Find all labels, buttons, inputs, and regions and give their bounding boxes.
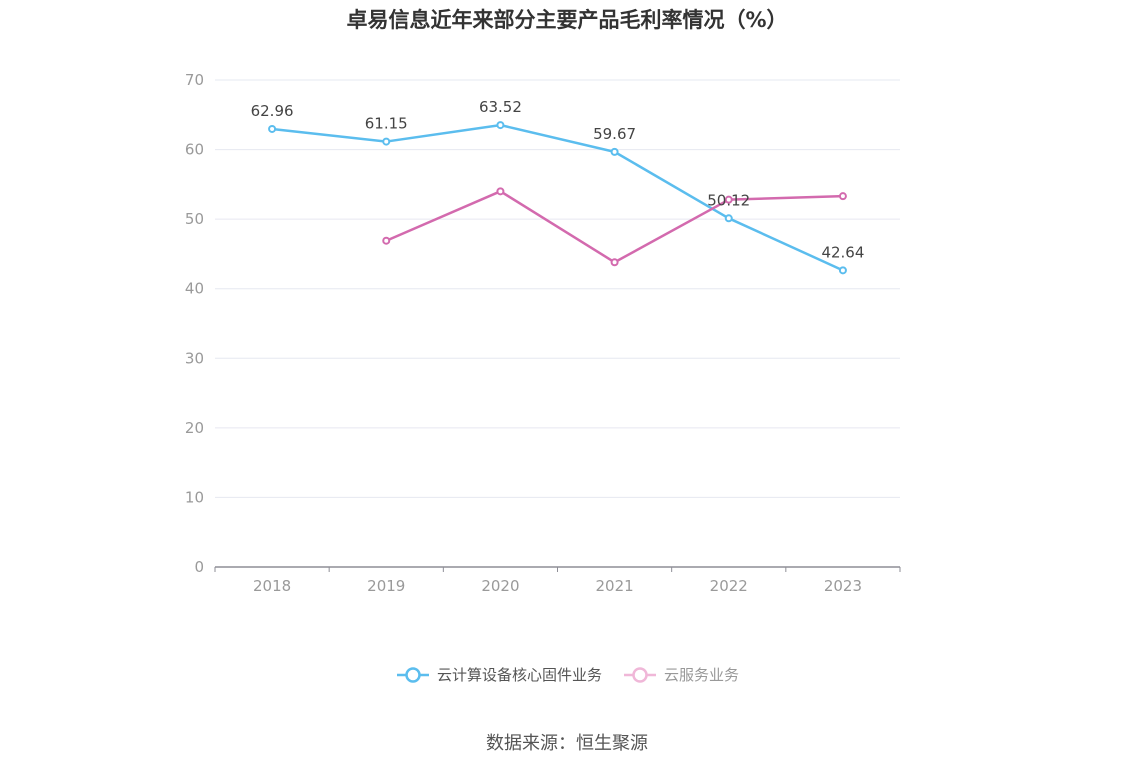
x-tick-label: 2022 [710,577,748,595]
data-point[interactable] [610,147,619,156]
data-label: 63.52 [479,98,522,116]
y-tick-label: 40 [185,280,204,298]
data-label: 61.15 [365,115,408,133]
data-point[interactable] [724,195,733,204]
legend-swatch-cloud-firmware [396,666,429,683]
y-tick-label: 70 [185,71,204,89]
y-tick-label: 20 [185,419,204,437]
data-point[interactable] [838,266,847,275]
y-tick-label: 10 [185,488,204,506]
source-note: 数据来源：恒生聚源 [486,733,648,754]
data-point[interactable] [724,214,733,223]
legend-swatch-cloud-service [624,666,656,683]
y-tick-label: 30 [185,349,204,367]
y-tick-label: 60 [185,141,204,159]
chart-title: 卓易信息近年来部分主要产品毛利率情况（%） [346,8,788,32]
data-labels: 62.96 61.15 63.52 59.67 50.12 42.64 [251,98,865,261]
grid-lines [215,79,900,498]
data-point[interactable] [382,137,391,146]
legend-label-cloud-firmware: 云计算设备核心固件业务 [436,666,602,684]
legend-item-cloud-service[interactable]: 云服务业务 [622,664,739,685]
data-point[interactable] [496,121,505,130]
data-point[interactable] [838,192,847,201]
data-label: 59.67 [593,125,636,143]
data-point[interactable] [268,124,277,133]
data-point[interactable] [382,236,391,245]
x-tick-label: 2023 [824,577,862,595]
axes: 0 10 20 30 40 50 60 70 2018 2019 2020 2021 2022 2023 [185,71,901,595]
series-line-1 [385,190,843,264]
y-tick-label: 0 [194,558,204,576]
series-line-0 [271,123,844,272]
legend-item-cloud-firmware[interactable]: 云计算设备核心固件业务 [395,664,602,685]
legend: 云计算设备核心固件业务 云服务业务 [0,664,1134,685]
data-label: 50.12 [707,191,750,209]
x-tick-label: 2018 [253,577,291,595]
legend-label-cloud-service: 云服务业务 [664,666,740,684]
x-tick-label: 2020 [481,577,519,595]
data-label: 42.64 [821,243,864,261]
y-tick-label: 50 [185,210,204,228]
series-layer [268,121,847,275]
data-point[interactable] [610,258,619,267]
x-tick-label: 2021 [595,577,633,595]
data-point[interactable] [496,187,505,196]
x-tick-label: 2019 [367,577,405,595]
data-label: 62.96 [251,102,294,120]
